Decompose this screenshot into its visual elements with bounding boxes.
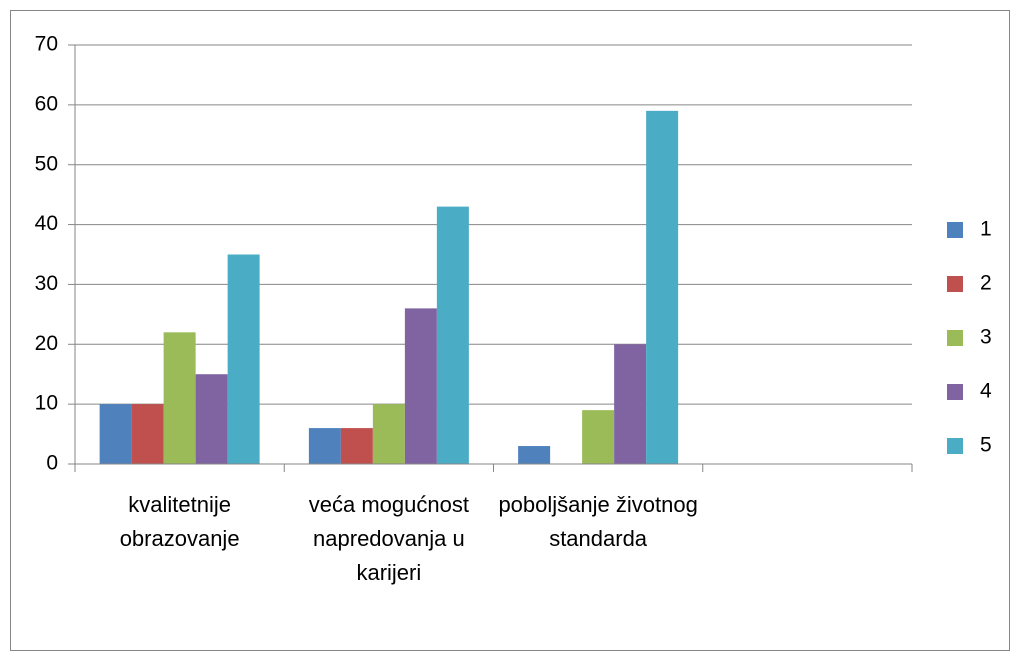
y-tick-label: 10 [35, 392, 58, 415]
bar [163, 332, 196, 464]
y-tick-label: 60 [35, 92, 58, 115]
legend-swatch [947, 276, 963, 292]
chart-frame [10, 10, 1010, 651]
y-tick-label: 70 [35, 33, 58, 56]
y-tick-label: 40 [35, 212, 58, 235]
bar [372, 404, 405, 464]
bar [436, 206, 469, 464]
legend-swatch [947, 222, 963, 238]
bar [518, 446, 551, 464]
legend-label: 2 [980, 272, 992, 295]
bar [227, 254, 260, 464]
bar [131, 404, 164, 464]
x-tick-label: veća mogućnost napredovanja u karijeri [308, 492, 469, 585]
y-tick-label: 50 [35, 152, 58, 175]
bar [99, 404, 132, 464]
bar [614, 344, 647, 464]
bar [646, 110, 679, 464]
y-tick-label: 20 [35, 332, 58, 355]
legend-swatch [947, 330, 963, 346]
y-tick-label: 0 [46, 452, 58, 475]
x-tick-label: kvalitetnije obrazovanje [119, 492, 240, 551]
bar [195, 374, 228, 464]
legend-swatch [947, 384, 963, 400]
x-tick-label: poboljšanje životnog standarda [498, 492, 698, 551]
bar [308, 428, 341, 464]
bar [340, 428, 373, 464]
bar [404, 308, 437, 464]
y-tick-label: 30 [35, 272, 58, 295]
bar [582, 410, 615, 464]
legend-label: 1 [980, 218, 992, 241]
legend-label: 4 [980, 380, 992, 403]
legend-label: 5 [980, 434, 992, 457]
legend-swatch [947, 438, 963, 454]
legend-label: 3 [980, 326, 992, 349]
